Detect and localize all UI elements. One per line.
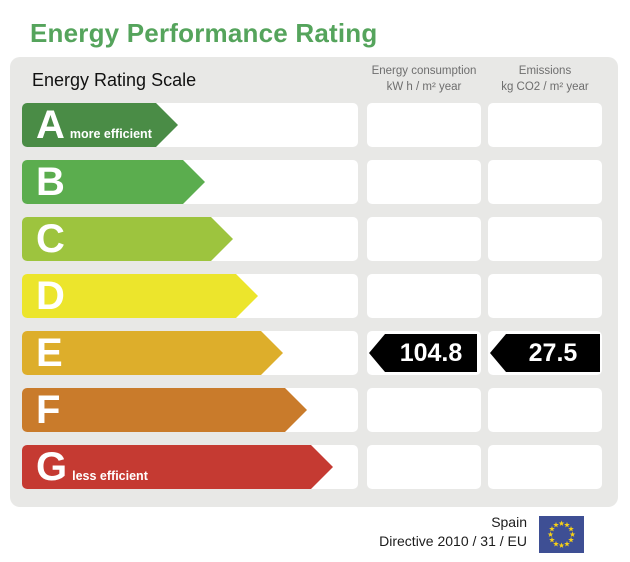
- page-title: Energy Performance Rating: [30, 18, 378, 48]
- emissions-cell: [488, 103, 602, 147]
- rating-band-body: D: [22, 274, 236, 318]
- column-header-emissions-line1: Emissions: [518, 65, 572, 77]
- consumption-value-indicator: 104.8: [369, 334, 477, 372]
- rating-band-arrow: E: [22, 331, 283, 375]
- rating-band-tip: [156, 103, 178, 147]
- rating-band-tip: [311, 445, 333, 489]
- rating-band-tip: [183, 160, 205, 204]
- rating-row: C: [22, 217, 606, 261]
- column-header-consumption-line1: Energy consumption: [371, 65, 477, 77]
- rating-band-letter: A: [36, 103, 65, 147]
- rating-band-arrow: D: [22, 274, 258, 318]
- rating-band-arrow: C: [22, 217, 233, 261]
- rating-band-letter: D: [36, 274, 65, 318]
- emissions-cell: [488, 388, 602, 432]
- rating-band-tip: [236, 274, 258, 318]
- rating-band-body: G less efficient: [22, 445, 311, 489]
- indicator-left-arrow-icon: [490, 334, 506, 372]
- rating-band-letter: G: [36, 445, 68, 489]
- consumption-cell: [367, 388, 481, 432]
- emissions-cell: [488, 274, 602, 318]
- scale-header: Energy Rating Scale: [32, 70, 197, 90]
- eu-flag-icon: [539, 516, 584, 553]
- rating-band-arrow: F: [22, 388, 307, 432]
- rating-band-body: F: [22, 388, 285, 432]
- rating-band-body: C: [22, 217, 211, 261]
- consumption-cell: [367, 160, 481, 204]
- country-label: Spain: [491, 514, 527, 530]
- column-header-emissions: Emissions kg CO2 / m² year: [485, 63, 605, 95]
- emissions-value-indicator: 27.5: [490, 334, 600, 372]
- column-header-emissions-line2: kg CO2 / m² year: [501, 81, 589, 93]
- emissions-cell: [488, 217, 602, 261]
- rating-band-body: A more efficient: [22, 103, 156, 147]
- rating-band-letter: E: [36, 331, 63, 375]
- rating-band-body: B: [22, 160, 183, 204]
- rating-band-letter: C: [36, 217, 65, 261]
- rating-band-tip: [285, 388, 307, 432]
- rating-band-letter: F: [36, 388, 61, 432]
- consumption-cell: [367, 274, 481, 318]
- rating-band-tip: [261, 331, 283, 375]
- rating-row: G less efficient: [22, 445, 606, 489]
- rating-row: D: [22, 274, 606, 318]
- emissions-value: 27.5: [528, 338, 578, 367]
- emissions-cell: [488, 445, 602, 489]
- rating-band-body: E: [22, 331, 261, 375]
- rating-row: E 104.8 27.5: [22, 331, 606, 375]
- rating-row: B: [22, 160, 606, 204]
- indicator-left-arrow-icon: [369, 334, 385, 372]
- rating-band-note: less efficient: [72, 469, 148, 483]
- consumption-cell: [367, 103, 481, 147]
- rating-row: A more efficient: [22, 103, 606, 147]
- footer-text: Spain Directive 2010 / 31 / EU: [379, 513, 527, 551]
- consumption-cell: [367, 445, 481, 489]
- rating-band-arrow: A more efficient: [22, 103, 178, 147]
- rating-panel: Energy Rating Scale Energy consumption k…: [10, 57, 618, 507]
- emissions-cell: [488, 160, 602, 204]
- rating-band-arrow: B: [22, 160, 205, 204]
- directive-label: Directive 2010 / 31 / EU: [379, 533, 527, 549]
- rating-band-note: more efficient: [69, 127, 152, 141]
- rating-band-letter: B: [36, 160, 65, 204]
- column-header-consumption: Energy consumption kW h / m² year: [365, 63, 483, 95]
- rating-band-tip: [211, 217, 233, 261]
- consumption-cell: [367, 217, 481, 261]
- rating-row: F: [22, 388, 606, 432]
- rating-band-arrow: G less efficient: [22, 445, 333, 489]
- column-header-consumption-line2: kW h / m² year: [386, 81, 462, 93]
- consumption-value: 104.8: [399, 338, 463, 367]
